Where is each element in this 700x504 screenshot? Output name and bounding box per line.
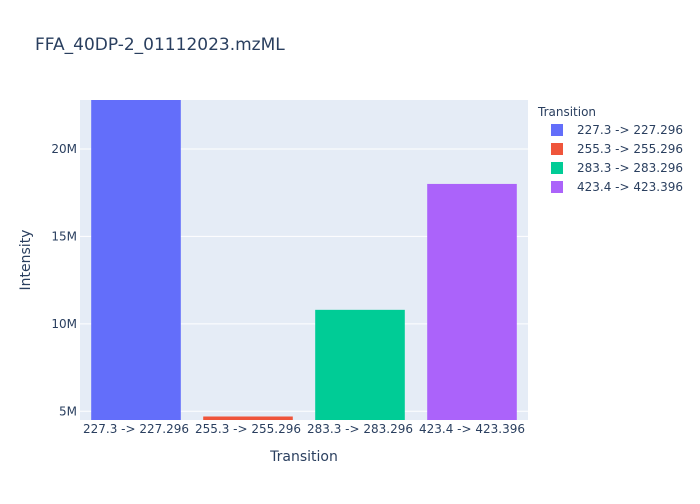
y-tick-label: 5M xyxy=(59,404,77,418)
legend-swatch xyxy=(551,181,563,193)
y-axis-label: Intensity xyxy=(18,230,34,291)
legend-swatch xyxy=(551,124,563,136)
bar xyxy=(315,309,405,420)
legend-swatch xyxy=(551,143,563,155)
y-tick-label: 15M xyxy=(51,229,77,243)
bars xyxy=(91,100,517,420)
legend-item-label: 227.3 -> 227.296 xyxy=(577,123,683,137)
chart-title: FFA_40DP-2_01112023.mzML xyxy=(35,35,285,55)
x-tick-labels: 227.3 -> 227.296 255.3 -> 255.296 283.3 ->… xyxy=(83,422,525,436)
y-tick-label: 20M xyxy=(51,142,77,156)
bar xyxy=(427,183,517,420)
x-tick-label: 255.3 -> 255.296 xyxy=(195,422,301,436)
x-tick-label: 283.3 -> 283.296 xyxy=(307,422,413,436)
legend-title: Transition xyxy=(537,105,596,119)
legend-item-label: 423.4 -> 423.396 xyxy=(577,180,683,194)
x-axis-label: Transition xyxy=(269,449,338,465)
bar xyxy=(203,416,293,420)
y-tick-labels: 5M 10M 15M 20M xyxy=(51,142,77,418)
legend-swatch xyxy=(551,162,563,174)
bar xyxy=(91,100,181,420)
legend: 227.3 -> 227.296 255.3 -> 255.296 283.3 ->… xyxy=(551,123,683,194)
y-tick-label: 10M xyxy=(51,317,77,331)
x-tick-label: 227.3 -> 227.296 xyxy=(83,422,189,436)
legend-item-label: 255.3 -> 255.296 xyxy=(577,142,683,156)
legend-item-label: 283.3 -> 283.296 xyxy=(577,161,683,175)
x-tick-label: 423.4 -> 423.396 xyxy=(419,422,525,436)
